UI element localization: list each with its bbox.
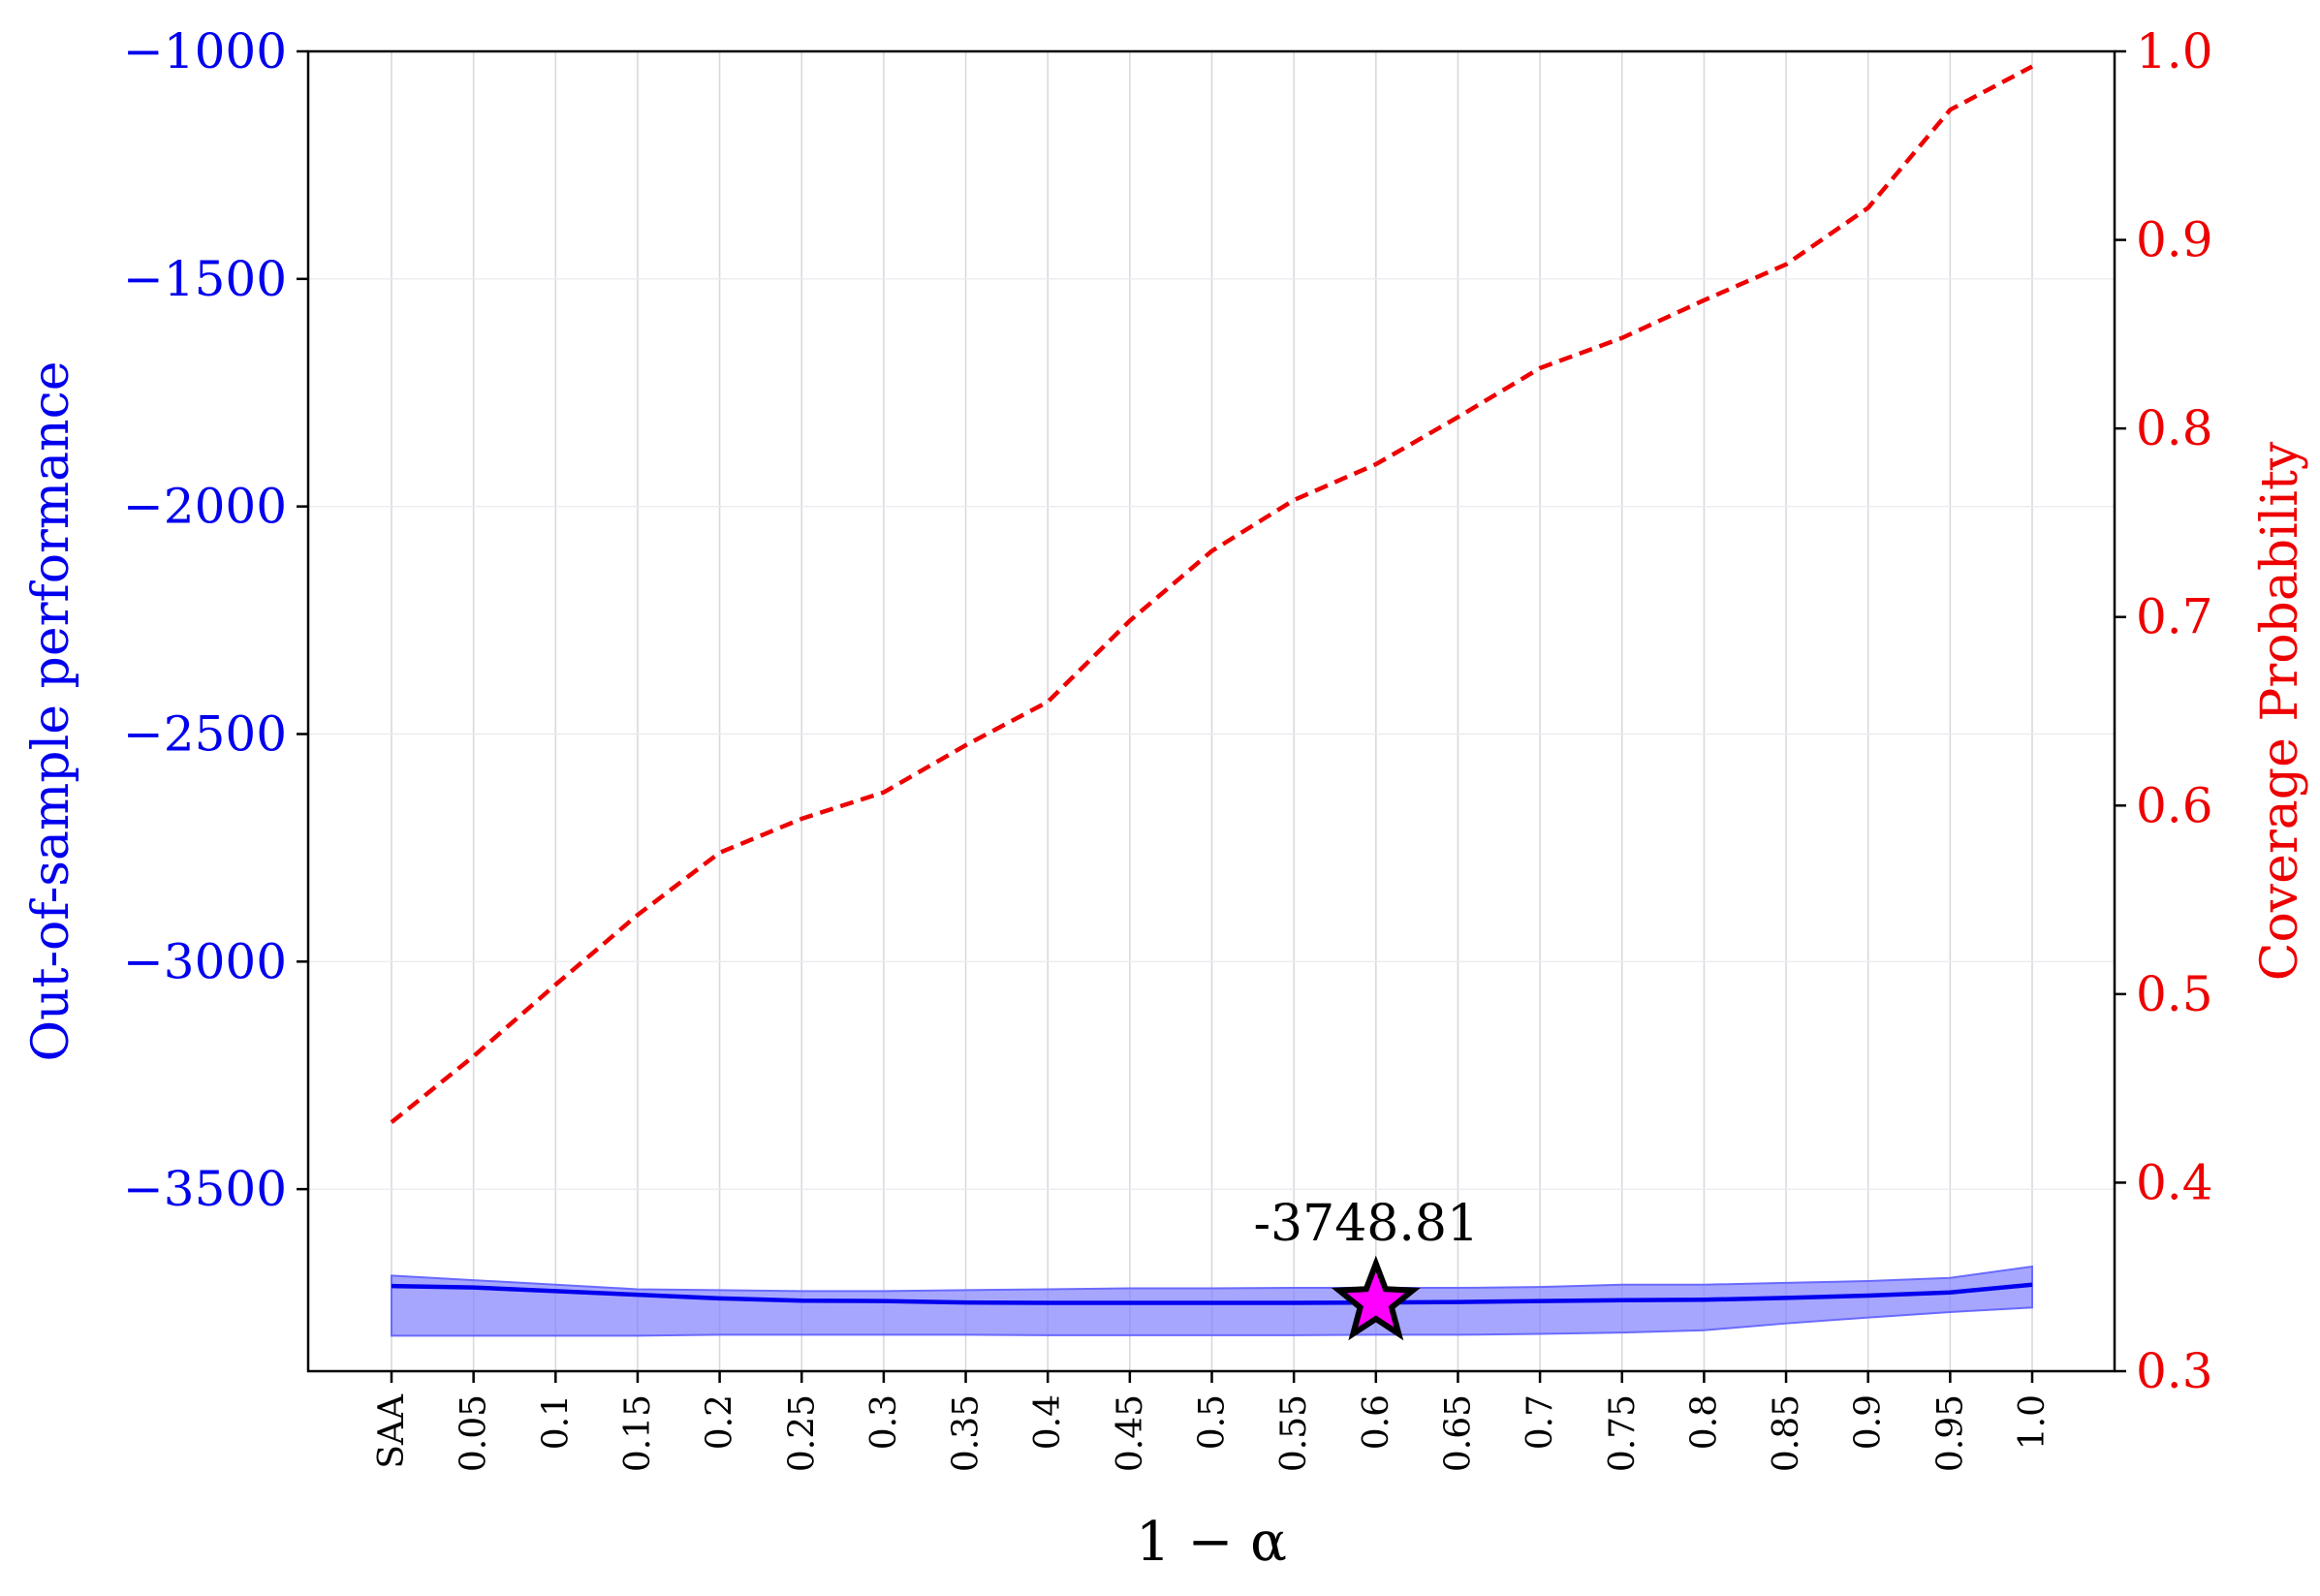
x-tick-label: 0.3 [864,1394,904,1450]
y-tick-label-right: 0.7 [2136,589,2213,645]
y-tick-label-left: −2500 [123,705,287,762]
ticks: −1000 −1500 −2000 −2500 −3000 −3500 0.3 0.4 0.5 0… [123,23,2213,1472]
y-tick-label-left: −3000 [123,933,287,989]
x-tick-label: 0.6 [1357,1394,1396,1450]
y-tick-label-left: −3500 [123,1161,287,1217]
x-tick-label: 0.15 [618,1394,658,1472]
grid [308,50,2115,1371]
x-tick-label: 0.5 [1193,1394,1233,1450]
x-tick-label: 0.35 [947,1394,987,1472]
x-tick-label: 0.65 [1438,1394,1478,1472]
highlight-label: -3748.81 [1253,1195,1479,1253]
y-tick-label-left: −1500 [123,251,287,307]
y-tick-label-right: 0.9 [2136,212,2213,268]
x-tick-label: 0.8 [1684,1394,1724,1450]
x-tick-label: 0.95 [1930,1394,1970,1472]
x-tick-label: 0.7 [1521,1394,1560,1450]
y-tick-label-right: 0.6 [2136,777,2213,833]
x-tick-label: 0.85 [1767,1394,1806,1472]
y-tick-label-left: −2000 [123,479,287,535]
x-tick-label: 0.05 [455,1394,494,1472]
axis-labels: Out-of-sample performance Coverage Proba… [22,360,2309,1574]
x-tick-label: SAA [372,1393,412,1469]
x-tick-label: 0.4 [1028,1394,1068,1450]
y-tick-label-right: 0.8 [2136,400,2213,456]
x-tick-label: 1.0 [2013,1394,2053,1450]
x-tick-label: 0.75 [1603,1394,1643,1472]
y-axis-label-right: Coverage Probability [2251,441,2309,981]
y-tick-label-right: 0.4 [2136,1154,2213,1210]
y-axis-label-left: Out-of-sample performance [22,360,80,1061]
series-lines [390,64,2034,1305]
y-tick-label-left: −1000 [123,23,287,79]
x-tick-label: 0.2 [701,1394,740,1450]
star-marker [1331,1255,1421,1341]
x-tick-label: 0.9 [1849,1394,1889,1450]
y-tick-label-right: 0.5 [2136,966,2213,1022]
x-tick-label: 0.1 [536,1394,576,1450]
x-tick-label: 0.55 [1274,1394,1314,1472]
y-tick-label-right: 0.3 [2136,1343,2213,1399]
x-tick-label: 0.25 [782,1394,822,1472]
highlight-marker: -3748.81 [1253,1195,1479,1341]
x-tick-label: 0.45 [1111,1394,1150,1472]
x-axis-label: 1 − α [1136,1511,1287,1574]
y-tick-label-right: 1.0 [2136,23,2213,79]
